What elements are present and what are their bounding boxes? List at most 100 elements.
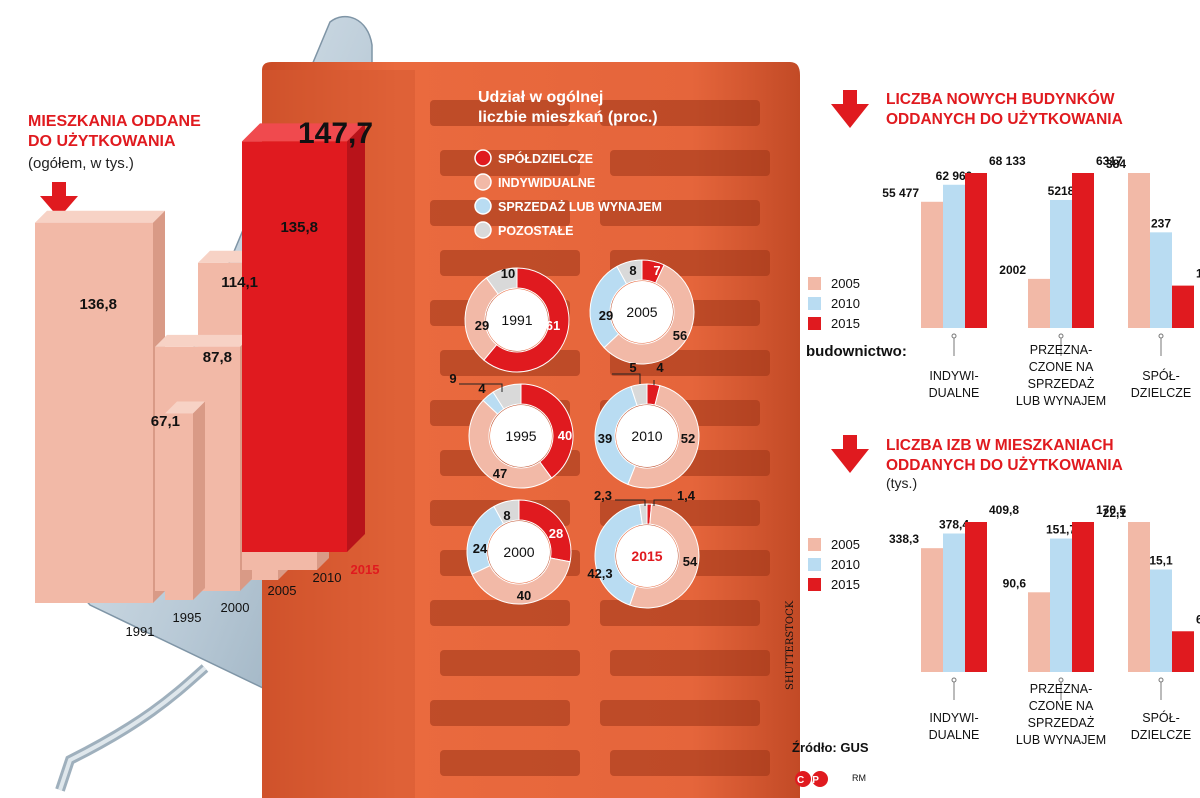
donut-label-2005-1: 56 [673, 328, 687, 343]
category-label-1-0: PRZEZNA- [1030, 343, 1093, 357]
bar-2-2010 [1150, 232, 1172, 328]
bar-value-1-2015: 6317 [1096, 154, 1123, 168]
bar-value-label-1991: 136,8 [79, 296, 117, 313]
donut-label-1995-1: 47 [493, 466, 507, 481]
down-arrow-icon-left [40, 182, 78, 218]
donut-hole-1995 [490, 405, 552, 467]
bar-0-2005 [921, 548, 943, 672]
legend-label-2005: 2005 [831, 276, 860, 291]
donut-charts: 1991 61 29 10 2005 7 56 29 8 1995 40 47 4 9 2010 4 52 39 5… [449, 259, 700, 609]
category-label-2-0: SPÓŁ- [1142, 710, 1180, 725]
category-label-0-1: DUALNE [929, 728, 980, 742]
bar-0-2010 [943, 533, 965, 672]
donut-hole-2005 [611, 281, 673, 343]
category-label-1-2: SPRZEDAŻ [1028, 377, 1095, 391]
buildings-title-line-2: ODDANYCH DO UŻYTKOWANIA [886, 111, 1123, 128]
bar-value-2-2005: 22,1 [1103, 506, 1127, 520]
category-tick-dot [1158, 333, 1164, 339]
cp-logo-text: CP [797, 775, 827, 786]
bar-side-1995 [193, 401, 205, 600]
donut-1991: 1991 61 29 10 [464, 266, 570, 373]
brick-hole [600, 700, 760, 726]
bar-2015 [242, 141, 347, 553]
buildings-legend: 2005 2010 2015 [808, 276, 860, 331]
bar-category-label-1995: 1995 [173, 610, 202, 625]
donut-label-2015-1: 54 [683, 554, 698, 569]
donut-year-2005: 2005 [626, 304, 657, 320]
donut-slice-1991-0 [483, 267, 570, 373]
left-bar-chart: 136,8 1991 67,1 1995 87,8 2000 114,1 2005 135,8 2… [35, 117, 379, 639]
bar-value-1-2015: 170,5 [1096, 503, 1126, 517]
bar-0-2015 [965, 173, 987, 328]
brick-hole [610, 650, 770, 676]
bar-0-2015 [965, 522, 987, 672]
bar-category-label-2000: 2000 [221, 600, 250, 615]
donut-2015: 2015 1,4 54 42,3 2,3 [587, 488, 700, 609]
category-label-1-1: CZONE NA [1029, 360, 1094, 374]
donut-label-1995-2: 4 [478, 381, 486, 396]
donuts-title: Udział w ogólnej liczbie mieszkań (proc.… [478, 89, 658, 126]
bar-value-2-2015: 105 [1196, 267, 1200, 281]
buildings-bar-chart: 55 477 62 960 68 133 INDYWI- DUALNE 2002 5218 6… [882, 154, 1200, 408]
category-tick-dot [951, 333, 957, 339]
bar-1-2010 [1050, 199, 1072, 328]
category-label-0-0: INDYWI- [929, 711, 978, 725]
legend-label-2015: 2015 [831, 316, 860, 331]
donut-slice-1991-3 [485, 267, 518, 295]
donut-year-2010: 2010 [631, 428, 662, 444]
category-tick-dot [1058, 333, 1064, 339]
donut-label-2015-3: 2,3 [594, 488, 612, 503]
legend-swatch-2010 [808, 297, 821, 310]
category-label-1-3: LUB WYNAJEM [1016, 733, 1106, 747]
buildings-title-line-1: LICZBA NOWYCH BUDYNKÓW [886, 90, 1115, 108]
donut-label-1991-1: 29 [475, 318, 489, 333]
brick-hole [440, 250, 580, 276]
photo-credit: SHUTTERSTOCK [785, 600, 796, 690]
rooms-legend: 2005 2010 2015 [808, 537, 860, 592]
bar-1-2005 [1028, 592, 1050, 672]
donut-label-2010-2: 39 [598, 431, 612, 446]
bar-value-label-2015: 147,7 [298, 117, 373, 150]
bar-value-2-2010: 237 [1151, 216, 1171, 230]
donut-label-2000-2: 24 [473, 541, 488, 556]
legend-label-2010: 2010 [831, 296, 860, 311]
category-label-2-0: SPÓŁ- [1142, 368, 1180, 383]
donut-year-2000: 2000 [503, 544, 534, 560]
bar-top-2015 [242, 123, 365, 142]
category-tick-dot [951, 677, 957, 683]
bar-value-label-2005: 114,1 [221, 274, 258, 291]
bar-1991 [35, 222, 153, 604]
legend-swatch-3 [474, 221, 492, 239]
donut-hole-2000 [488, 521, 550, 583]
donut-label-2000-1: 40 [517, 588, 531, 603]
bar-category-label-2005: 2005 [268, 583, 297, 598]
donut-year-1991: 1991 [501, 312, 532, 328]
bar-2-2015 [1172, 285, 1194, 328]
bar-value-0-2010: 62 960 [936, 169, 973, 183]
bar-1-2015 [1072, 522, 1094, 672]
category-label-1-0: PRZEZNA- [1030, 682, 1093, 696]
brick-hole [440, 650, 580, 676]
legend-swatch-2010 [808, 558, 821, 571]
legend-swatch-2015 [808, 578, 821, 591]
bar-side-2015 [347, 123, 365, 553]
bar-0-2010 [943, 184, 965, 328]
category-label-1-2: SPRZEDAŻ [1028, 716, 1095, 730]
brick-hole [430, 100, 570, 126]
legend-label-2005: 2005 [831, 537, 860, 552]
bar-category-label-1991: 1991 [126, 624, 155, 639]
donut-slice-2005-1 [603, 264, 695, 365]
left-subtitle: (ogółem, w tys.) [28, 155, 134, 172]
brick-hole [440, 750, 580, 776]
budownictwo-label: budownictwo: [806, 343, 907, 360]
donut-label-2000-3: 8 [503, 508, 510, 523]
donut-slice-1995-3 [492, 383, 522, 410]
donut-label-1991-3: 10 [501, 266, 515, 281]
bar-value-0-2005: 338,3 [889, 532, 919, 546]
donut-1995: 1995 40 47 4 9 [449, 371, 574, 489]
legend-swatch-2015 [808, 317, 821, 330]
category-label-2-1: DZIELCZE [1131, 386, 1191, 400]
bar-1-2015 [1072, 173, 1094, 328]
bar-2-2015 [1172, 631, 1194, 672]
left-title-line-1: MIESZKANIA ODDANE [28, 113, 201, 130]
